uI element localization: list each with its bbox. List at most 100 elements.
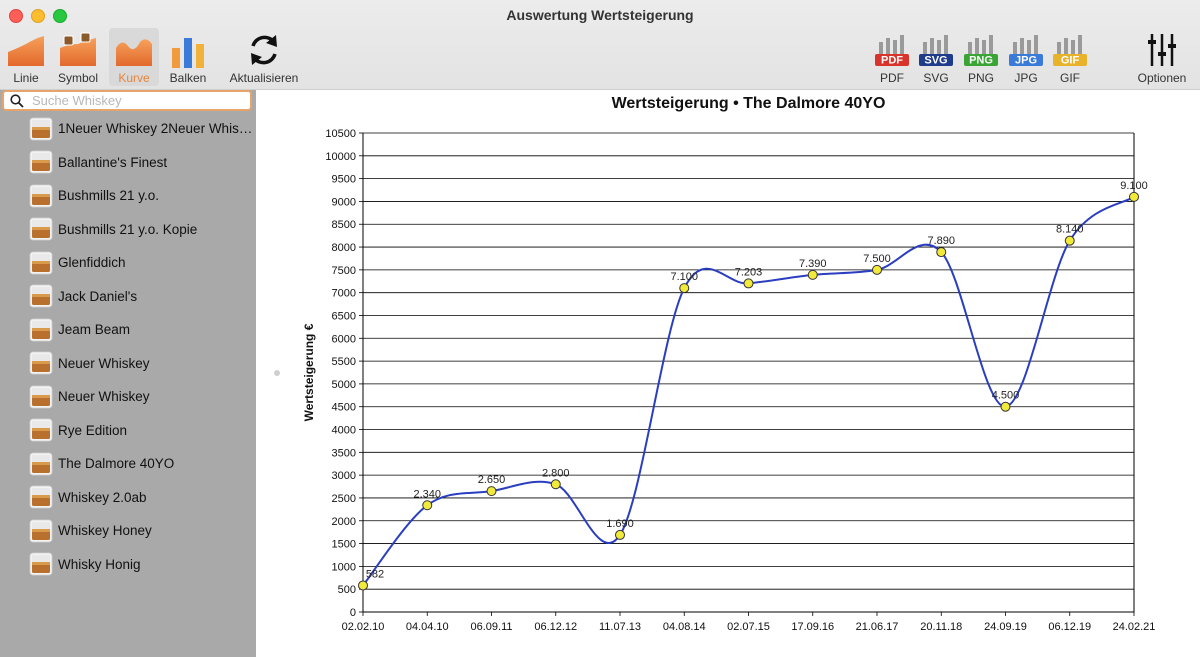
y-tick-label: 10500 [325, 128, 356, 140]
whiskey-glass-icon [29, 452, 53, 476]
list-item[interactable]: Rye Edition [0, 414, 256, 448]
list-item-label: Ballantine's Finest [58, 154, 168, 170]
chart-panel: Wertsteigerung • The Dalmore 40YO 0 500 100… [296, 90, 1200, 657]
x-tick-label: 24.02.21 [1113, 621, 1156, 633]
list-item-label: Rye Edition [58, 422, 128, 438]
data-point [679, 283, 690, 294]
window-title: Auswertung Wertsteigerung [506, 7, 694, 23]
data-point [1064, 235, 1075, 246]
list-item[interactable]: Ballantine's Finest [0, 146, 256, 180]
list-item-label: Neuer Whiskey [58, 355, 150, 371]
title-bar: Auswertung Wertsteigerung Linie [0, 0, 1200, 90]
data-label: 9.100 [1120, 180, 1148, 192]
symbol-chart-icon [58, 28, 98, 68]
toolbar-optionen-button[interactable]: Optionen [1133, 28, 1191, 86]
bar-chart-icon [168, 28, 208, 68]
list-item[interactable]: Bushmills 21 y.o. Kopie [0, 213, 256, 247]
data-label: 2.650 [478, 474, 506, 486]
export-svg-label: SVG [923, 71, 949, 85]
list-item[interactable]: Neuer Whiskey [0, 347, 256, 381]
whiskey-glass-icon [29, 552, 53, 576]
data-label: 4.500 [992, 390, 1020, 402]
y-tick-label: 3500 [332, 447, 356, 459]
toolbar-symbol-button[interactable]: Symbol [54, 28, 102, 86]
toolbar-linie-label: Linie [13, 71, 39, 85]
export-svg-button[interactable]: SVG SVG [916, 28, 956, 86]
export-gif-badge: GIF [1061, 55, 1080, 67]
y-tick-label: 500 [338, 584, 356, 596]
x-tick-label: 04.04.10 [406, 621, 449, 633]
export-pdf-button[interactable]: PDF PDF [872, 28, 912, 86]
toolbar-balken-button[interactable]: Balken [166, 28, 210, 86]
list-item[interactable]: Bushmills 21 y.o. [0, 179, 256, 213]
whiskey-glass-icon [29, 184, 53, 208]
window-controls [9, 9, 67, 23]
list-item[interactable]: Jack Daniel's [0, 280, 256, 314]
whiskey-glass-icon [29, 284, 53, 308]
whiskey-glass-icon [29, 418, 53, 442]
list-item[interactable]: Jeam Beam [0, 313, 256, 347]
toolbar-kurve-button[interactable]: Kurve [109, 28, 159, 86]
y-tick-label: 0 [350, 607, 356, 619]
list-item[interactable]: 1Neuer Whiskey 2Neuer Whiskey [0, 112, 256, 146]
whiskey-glass-icon [29, 519, 53, 543]
x-tick-label: 20.11.18 [920, 621, 962, 633]
whiskey-sidebar: 1Neuer Whiskey 2Neuer Whiskey Ballantine'… [0, 90, 256, 657]
refresh-icon [244, 28, 284, 68]
search-field[interactable] [2, 90, 252, 111]
list-item-label: Glenfiddich [58, 255, 126, 271]
y-axis-label: Wertsteigerung € [302, 323, 316, 421]
list-item[interactable]: The Dalmore 40YO [0, 447, 256, 481]
list-item[interactable]: Whiskey Honey [0, 514, 256, 548]
export-png-button[interactable]: PNG PNG [961, 28, 1001, 86]
list-item-label: The Dalmore 40YO [58, 456, 175, 472]
x-tick-label: 21.06.17 [856, 621, 899, 633]
export-gif-button[interactable]: GIF GIF [1050, 28, 1090, 86]
split-view-handle[interactable] [274, 370, 280, 376]
toolbar-aktualisieren-button[interactable]: Aktualisieren [224, 28, 304, 86]
curve-chart-icon [114, 28, 154, 68]
zoom-window-button[interactable] [53, 9, 67, 23]
x-tick-label: 24.09.19 [984, 621, 1027, 633]
y-tick-label: 5000 [332, 379, 356, 391]
y-tick-label: 8500 [332, 219, 356, 231]
data-label: 2.800 [542, 467, 570, 479]
search-icon [10, 93, 24, 108]
list-item-label: Bushmills 21 y.o. [58, 188, 160, 204]
whiskey-glass-icon [29, 251, 53, 275]
toolbar-linie-button[interactable]: Linie [4, 28, 48, 86]
minimize-window-button[interactable] [31, 9, 45, 23]
toolbar-kurve-label: Kurve [118, 71, 150, 85]
search-input[interactable] [30, 92, 234, 109]
list-item[interactable]: Glenfiddich [0, 246, 256, 280]
y-tick-label: 7500 [332, 265, 356, 277]
data-label: 7.500 [863, 253, 891, 265]
y-tick-label: 3000 [332, 470, 356, 482]
toolbar-optionen-label: Optionen [1137, 71, 1187, 85]
list-item[interactable]: Whisky Honig [0, 548, 256, 582]
list-item-label: Neuer Whiskey [58, 389, 150, 405]
y-tick-label: 4500 [332, 402, 356, 414]
whiskey-glass-icon [29, 318, 53, 342]
whiskey-glass-icon [29, 150, 53, 174]
data-label: 1.690 [606, 518, 634, 530]
x-tick-label: 04.08.14 [663, 621, 706, 633]
y-tick-label: 9500 [332, 174, 356, 186]
list-item[interactable]: Whiskey 2.0ab [0, 481, 256, 515]
export-gif-label: GIF [1060, 71, 1080, 85]
data-point [615, 529, 625, 540]
close-window-button[interactable] [9, 9, 23, 23]
export-jpg-button[interactable]: JPG JPG [1006, 28, 1046, 86]
whiskey-glass-icon [29, 351, 53, 375]
export-svg-badge: SVG [924, 55, 947, 67]
x-tick-label: 11.07.13 [599, 621, 641, 633]
x-tick-label: 06.09.11 [470, 621, 512, 633]
y-tick-label: 2000 [332, 516, 356, 528]
list-item[interactable]: Neuer Whiskey [0, 380, 256, 414]
toolbar-balken-label: Balken [169, 71, 207, 85]
list-item-label: 1Neuer Whiskey 2Neuer Whiskey [58, 121, 256, 137]
y-tick-label: 5500 [332, 356, 356, 368]
export-png-icon: PNG [961, 28, 1001, 68]
list-item-label: Whisky Honig [58, 556, 141, 572]
value-chart: Wertsteigerung • The Dalmore 40YO 0 500 100… [302, 95, 1156, 633]
